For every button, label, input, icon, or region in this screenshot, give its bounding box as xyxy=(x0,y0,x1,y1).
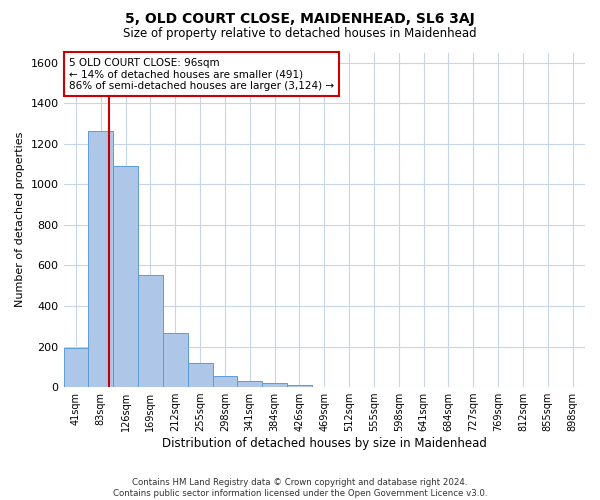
Bar xyxy=(64,348,88,387)
Bar xyxy=(113,166,138,387)
Y-axis label: Number of detached properties: Number of detached properties xyxy=(15,132,25,308)
Bar xyxy=(188,363,212,387)
Bar xyxy=(163,334,188,387)
Bar xyxy=(262,383,287,387)
Bar xyxy=(212,376,238,387)
Text: Size of property relative to detached houses in Maidenhead: Size of property relative to detached ho… xyxy=(123,28,477,40)
Bar xyxy=(88,130,113,387)
Bar xyxy=(138,274,163,387)
X-axis label: Distribution of detached houses by size in Maidenhead: Distribution of detached houses by size … xyxy=(162,437,487,450)
Bar xyxy=(238,381,262,387)
Text: 5, OLD COURT CLOSE, MAIDENHEAD, SL6 3AJ: 5, OLD COURT CLOSE, MAIDENHEAD, SL6 3AJ xyxy=(125,12,475,26)
Bar xyxy=(287,385,312,387)
Text: Contains HM Land Registry data © Crown copyright and database right 2024.
Contai: Contains HM Land Registry data © Crown c… xyxy=(113,478,487,498)
Text: 5 OLD COURT CLOSE: 96sqm
← 14% of detached houses are smaller (491)
86% of semi-: 5 OLD COURT CLOSE: 96sqm ← 14% of detach… xyxy=(69,58,334,90)
